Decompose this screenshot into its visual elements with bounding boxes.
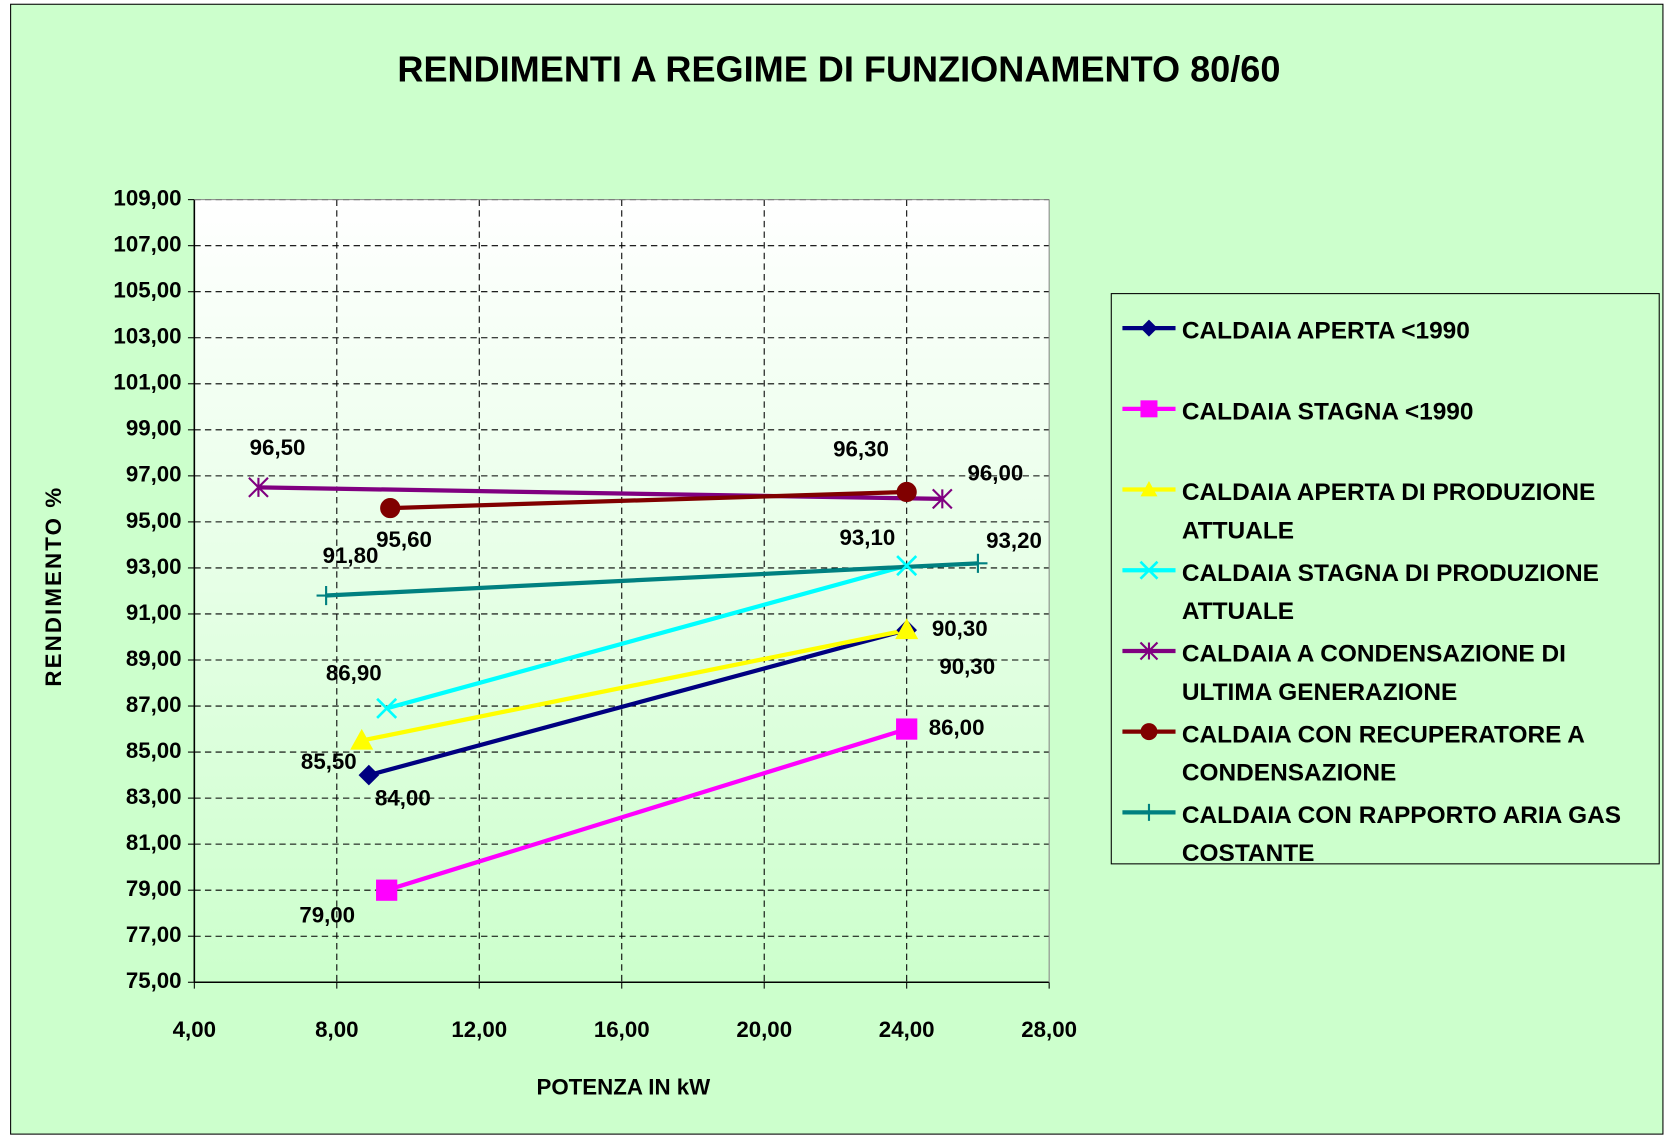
data-label: 96,50: [250, 435, 306, 460]
legend-swatch: [1122, 400, 1176, 418]
series-line: [386, 727, 908, 893]
legend-swatch: [1122, 723, 1176, 741]
x-tick-label: 28,00: [1021, 1017, 1077, 1042]
legend-label: CALDAIA STAGNA <1990: [1181, 397, 1474, 425]
y-tick-label: 85,00: [126, 738, 182, 763]
marker: [1140, 723, 1158, 741]
series-line: [368, 628, 908, 778]
series-line: [258, 485, 943, 501]
data-label: 96,30: [833, 436, 889, 461]
legend-label: CALDAIA APERTA <1990: [1181, 316, 1470, 345]
marker: [380, 497, 401, 519]
data-label: 93,20: [986, 528, 1042, 553]
legend-swatch: [1122, 641, 1176, 661]
data-label: 95,60: [376, 527, 432, 552]
marker: [896, 718, 918, 740]
legend-swatch: [1122, 560, 1176, 580]
data-label: 90,30: [939, 654, 995, 679]
x-axis-title: POTENZA IN kW: [536, 1074, 711, 1099]
data-label: 86,90: [326, 660, 382, 685]
legend-item: CALDAIA A CONDENSAZIONE DI ULTIMA GENERA…: [1112, 625, 1659, 706]
marker: [931, 488, 953, 510]
legend-item: CALDAIA APERTA DI PRODUZIONE ATTUALE: [1112, 464, 1659, 545]
legend-swatch: [1122, 319, 1176, 337]
data-label: 79,00: [299, 903, 355, 928]
marker: [1140, 400, 1158, 418]
marker: [350, 728, 374, 750]
data-label: 93,10: [840, 525, 896, 550]
data-label: 90,30: [932, 616, 988, 641]
marker: [1139, 560, 1159, 580]
x-tick-label: 20,00: [736, 1017, 792, 1042]
legend-item: CALDAIA APERTA <1990: [1112, 303, 1659, 384]
series-line: [326, 561, 979, 598]
legend-label: CALDAIA APERTA DI PRODUZIONE ATTUALE: [1181, 477, 1596, 544]
x-tick-label: 8,00: [315, 1017, 358, 1042]
chart-title: RENDIMENTI A REGIME DI FUNZIONAMENTO 80/…: [397, 49, 1280, 90]
y-tick-label: 101,00: [113, 370, 181, 395]
marker: [248, 477, 269, 498]
marker: [1140, 481, 1158, 497]
legend-item: CALDAIA CON RAPPORTO ARIA GAS COSTANTE: [1112, 787, 1659, 868]
x-tick-label: 16,00: [594, 1017, 650, 1042]
legend-label: CALDAIA CON RECUPERATORE A CONDENSAZIONE: [1181, 719, 1585, 786]
marker: [358, 764, 380, 786]
y-tick-label: 91,00: [126, 600, 182, 625]
data-label: 91,80: [323, 543, 379, 568]
legend-item: CALDAIA STAGNA <1990: [1112, 383, 1659, 464]
data-label: 84,00: [375, 785, 431, 810]
series-line: [390, 489, 907, 511]
y-tick-label: 81,00: [126, 830, 182, 855]
legend-item: CALDAIA STAGNA DI PRODUZIONE ATTUALE: [1112, 545, 1659, 626]
x-tick-label: 24,00: [879, 1017, 935, 1042]
data-label: 96,00: [968, 460, 1024, 485]
y-tick-label: 107,00: [113, 232, 181, 257]
y-tick-label: 105,00: [113, 278, 181, 303]
series-line: [361, 627, 908, 743]
series-line: [386, 563, 908, 711]
legend-label: CALDAIA A CONDENSAZIONE DI ULTIMA GENERA…: [1181, 639, 1566, 706]
y-tick-label: 109,00: [113, 186, 181, 211]
y-tick-label: 89,00: [126, 646, 182, 671]
y-tick-label: 99,00: [126, 416, 182, 441]
marker: [895, 618, 919, 640]
x-tick-label: 12,00: [451, 1017, 507, 1042]
marker: [1140, 803, 1158, 821]
marker: [376, 697, 398, 719]
data-label: 86,00: [929, 715, 985, 740]
legend-swatch: [1122, 481, 1176, 497]
y-tick-label: 97,00: [126, 462, 182, 487]
marker: [896, 481, 917, 503]
marker: [968, 553, 988, 573]
y-tick-label: 77,00: [126, 922, 182, 947]
y-tick-label: 75,00: [126, 968, 182, 993]
y-tick-label: 79,00: [126, 876, 182, 901]
legend-label: CALDAIA CON RAPPORTO ARIA GAS COSTANTE: [1181, 800, 1622, 867]
legend: CALDAIA APERTA <1990 CALDAIA STAGNA <1990…: [1110, 293, 1660, 867]
y-tick-label: 93,00: [126, 554, 182, 579]
y-axis-title: RENDIMENTO %: [41, 486, 66, 687]
y-tick-label: 87,00: [126, 692, 182, 717]
y-tick-label: 95,00: [126, 508, 182, 533]
legend-item: CALDAIA CON RECUPERATORE A CONDENSAZIONE: [1112, 706, 1659, 787]
marker: [316, 585, 336, 606]
y-tick-label: 83,00: [126, 784, 182, 809]
x-tick-label: 4,00: [173, 1017, 216, 1042]
marker: [1140, 319, 1158, 337]
marker: [376, 879, 398, 901]
marker: [896, 555, 918, 577]
legend-label: CALDAIA STAGNA DI PRODUZIONE ATTUALE: [1181, 558, 1599, 625]
marker: [1139, 641, 1159, 661]
y-tick-label: 103,00: [113, 324, 181, 349]
data-label: 85,50: [301, 749, 357, 774]
legend-swatch: [1122, 803, 1176, 821]
